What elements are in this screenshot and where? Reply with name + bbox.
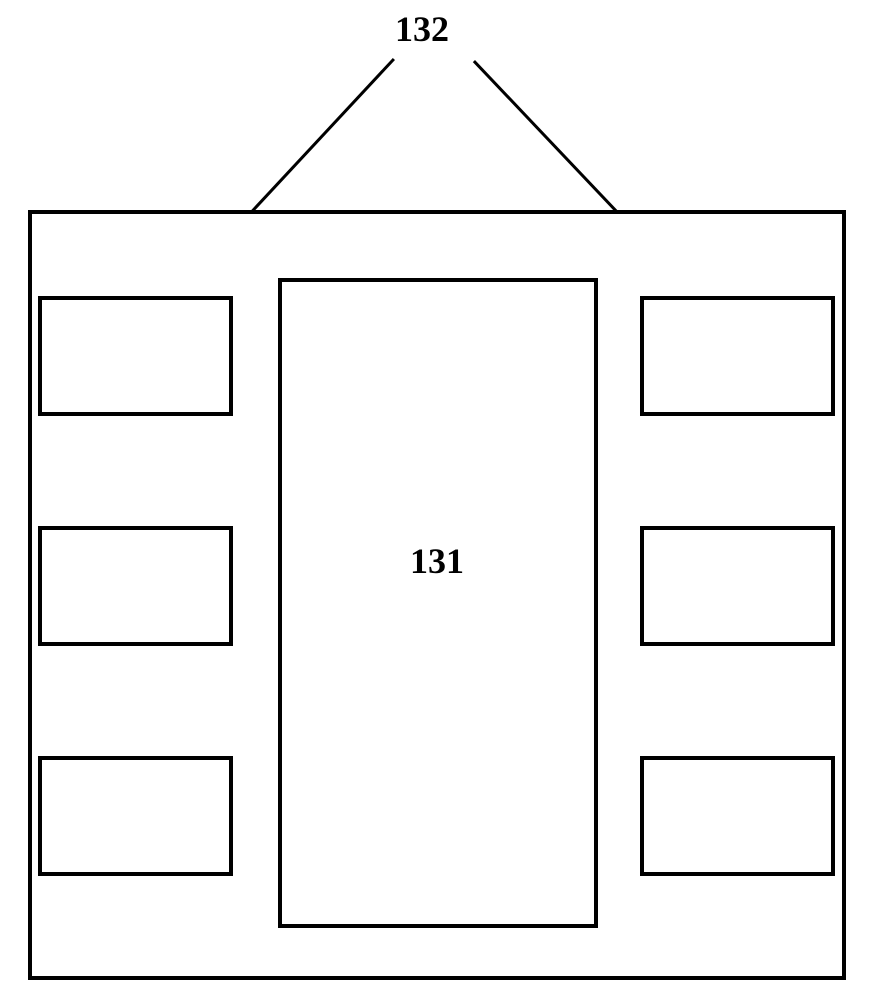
label-132: 132 <box>395 8 449 50</box>
side-rect-left-1 <box>38 296 233 416</box>
label-131: 131 <box>410 540 464 582</box>
side-rect-right-3 <box>640 756 835 876</box>
side-rect-left-2 <box>38 526 233 646</box>
center-rect-131 <box>278 278 598 928</box>
side-rect-right-1 <box>640 296 835 416</box>
side-rect-right-2 <box>640 526 835 646</box>
side-rect-left-3 <box>38 756 233 876</box>
